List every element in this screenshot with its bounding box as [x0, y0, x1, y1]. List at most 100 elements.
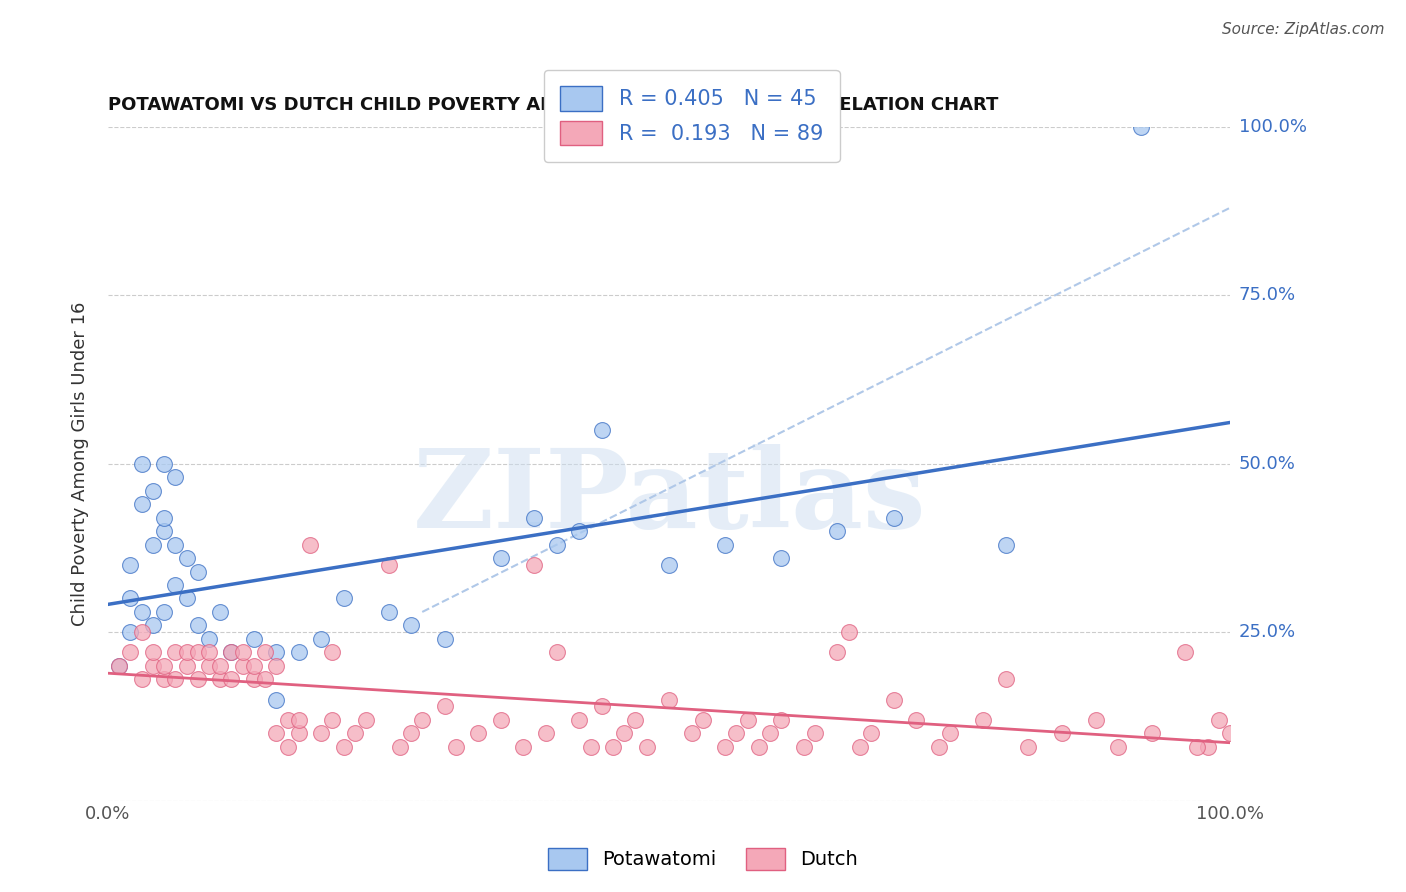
Point — [399, 618, 422, 632]
Point — [994, 537, 1017, 551]
Point — [546, 645, 568, 659]
Point — [905, 713, 928, 727]
Point — [232, 658, 254, 673]
Text: 100.0%: 100.0% — [1239, 118, 1306, 136]
Point — [309, 726, 332, 740]
Point — [546, 537, 568, 551]
Point — [198, 658, 221, 673]
Point — [165, 537, 187, 551]
Legend: Potawatomi, Dutch: Potawatomi, Dutch — [540, 839, 866, 878]
Point — [176, 551, 198, 566]
Text: 25.0%: 25.0% — [1239, 624, 1296, 641]
Point — [298, 537, 321, 551]
Point — [972, 713, 994, 727]
Point — [254, 673, 277, 687]
Point — [142, 483, 165, 498]
Point — [1197, 739, 1219, 754]
Point — [748, 739, 770, 754]
Point — [883, 510, 905, 524]
Point — [1107, 739, 1129, 754]
Point — [467, 726, 489, 740]
Point — [1050, 726, 1073, 740]
Point — [243, 632, 266, 646]
Point — [927, 739, 949, 754]
Point — [131, 625, 153, 640]
Point — [131, 673, 153, 687]
Point — [1084, 713, 1107, 727]
Point — [804, 726, 827, 740]
Point — [108, 658, 131, 673]
Point — [153, 658, 176, 673]
Point — [243, 658, 266, 673]
Point — [568, 524, 591, 538]
Point — [321, 713, 343, 727]
Text: Source: ZipAtlas.com: Source: ZipAtlas.com — [1222, 22, 1385, 37]
Point — [1174, 645, 1197, 659]
Point — [636, 739, 658, 754]
Point — [277, 713, 299, 727]
Point — [165, 578, 187, 592]
Point — [153, 673, 176, 687]
Point — [332, 591, 354, 606]
Point — [120, 625, 142, 640]
Point — [433, 632, 456, 646]
Point — [198, 632, 221, 646]
Point — [714, 739, 737, 754]
Point — [198, 645, 221, 659]
Point — [120, 558, 142, 572]
Point — [131, 457, 153, 471]
Point — [243, 673, 266, 687]
Point — [411, 713, 433, 727]
Point — [489, 713, 512, 727]
Point — [602, 739, 624, 754]
Point — [266, 645, 288, 659]
Point — [176, 658, 198, 673]
Point — [1185, 739, 1208, 754]
Point — [221, 645, 243, 659]
Point — [266, 658, 288, 673]
Point — [770, 551, 793, 566]
Point — [153, 605, 176, 619]
Point — [938, 726, 960, 740]
Point — [288, 645, 311, 659]
Point — [568, 713, 591, 727]
Point — [165, 470, 187, 484]
Point — [321, 645, 343, 659]
Point — [725, 726, 748, 740]
Point — [883, 692, 905, 706]
Point — [120, 591, 142, 606]
Point — [759, 726, 782, 740]
Point — [288, 713, 311, 727]
Text: 75.0%: 75.0% — [1239, 286, 1296, 304]
Point — [288, 726, 311, 740]
Point — [793, 739, 815, 754]
Point — [176, 645, 198, 659]
Point — [131, 605, 153, 619]
Point — [1219, 726, 1241, 740]
Point — [388, 739, 411, 754]
Point — [860, 726, 883, 740]
Text: POTAWATOMI VS DUTCH CHILD POVERTY AMONG GIRLS UNDER 16 CORRELATION CHART: POTAWATOMI VS DUTCH CHILD POVERTY AMONG … — [108, 96, 998, 114]
Point — [266, 692, 288, 706]
Point — [221, 673, 243, 687]
Point — [692, 713, 714, 727]
Legend: R = 0.405   N = 45, R =  0.193   N = 89: R = 0.405 N = 45, R = 0.193 N = 89 — [544, 70, 839, 161]
Point — [994, 673, 1017, 687]
Point — [187, 645, 209, 659]
Point — [142, 618, 165, 632]
Point — [737, 713, 759, 727]
Point — [120, 645, 142, 659]
Point — [849, 739, 872, 754]
Point — [377, 605, 399, 619]
Text: 50.0%: 50.0% — [1239, 455, 1295, 473]
Point — [444, 739, 467, 754]
Point — [142, 645, 165, 659]
Text: ZIPatlas: ZIPatlas — [412, 444, 927, 551]
Point — [523, 510, 546, 524]
Point — [613, 726, 636, 740]
Point — [658, 692, 681, 706]
Point — [512, 739, 534, 754]
Point — [153, 457, 176, 471]
Point — [343, 726, 366, 740]
Point — [838, 625, 860, 640]
